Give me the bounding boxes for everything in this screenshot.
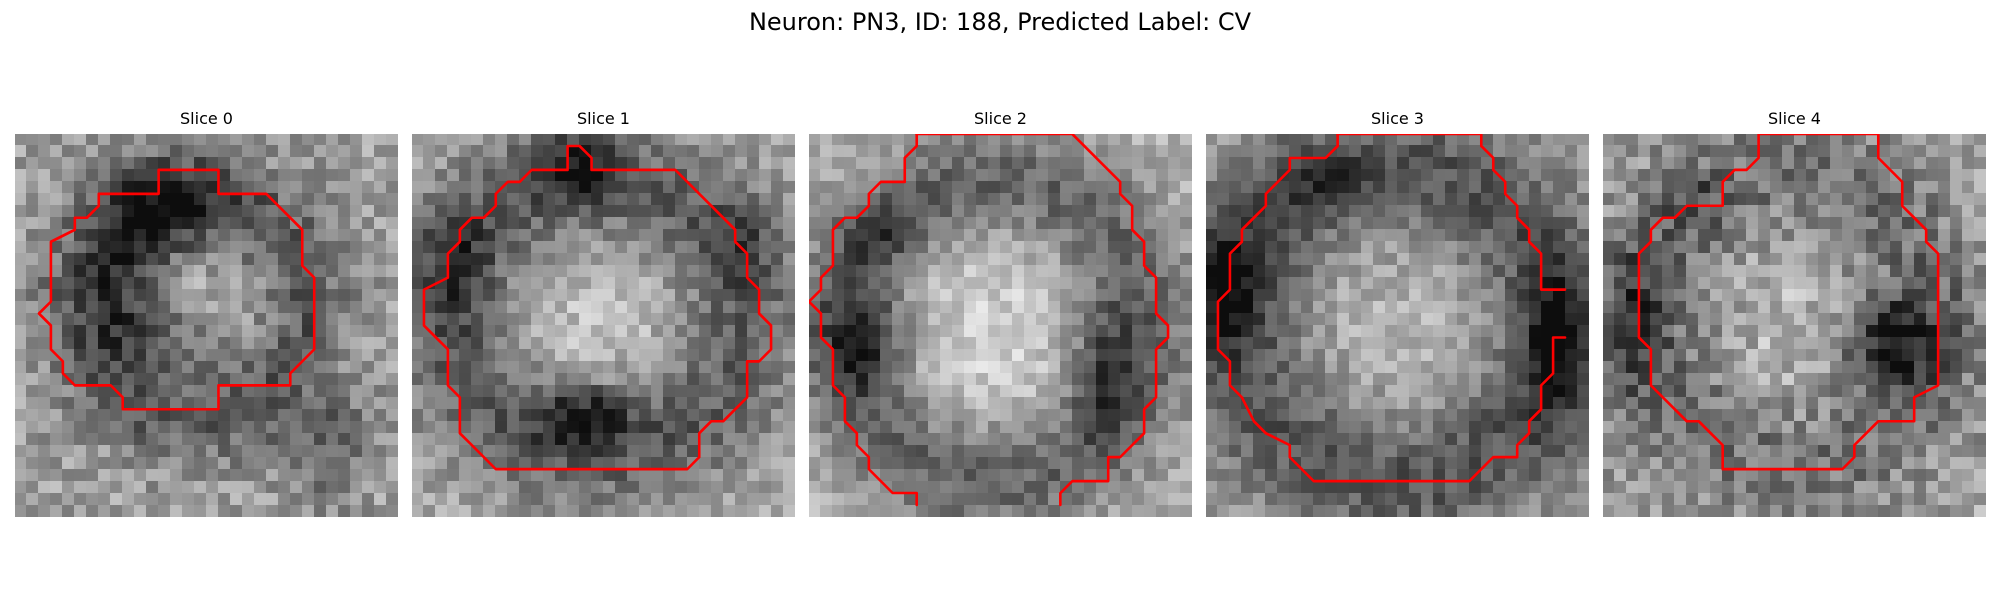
slice-panel-1: Slice 1 (412, 108, 795, 517)
slice-panel-3: Slice 3 (1206, 108, 1589, 517)
slice-title-0: Slice 0 (180, 109, 233, 128)
slice-panel-2: Slice 2 (809, 108, 1192, 517)
slice-image-0 (15, 134, 398, 517)
slice-image-1 (412, 134, 795, 517)
slice-image-4 (1603, 134, 1986, 517)
slice-title-3: Slice 3 (1371, 109, 1424, 128)
slice-title-4: Slice 4 (1768, 109, 1821, 128)
slice-panel-0: Slice 0 (15, 108, 398, 517)
figure-title: Neuron: PN3, ID: 188, Predicted Label: C… (748, 8, 1252, 36)
slice-image-3 (1206, 134, 1589, 517)
slice-panel-4: Slice 4 (1603, 108, 1986, 517)
slice-image-2 (809, 134, 1192, 517)
slice-title-1: Slice 1 (577, 109, 630, 128)
slice-title-2: Slice 2 (974, 109, 1027, 128)
